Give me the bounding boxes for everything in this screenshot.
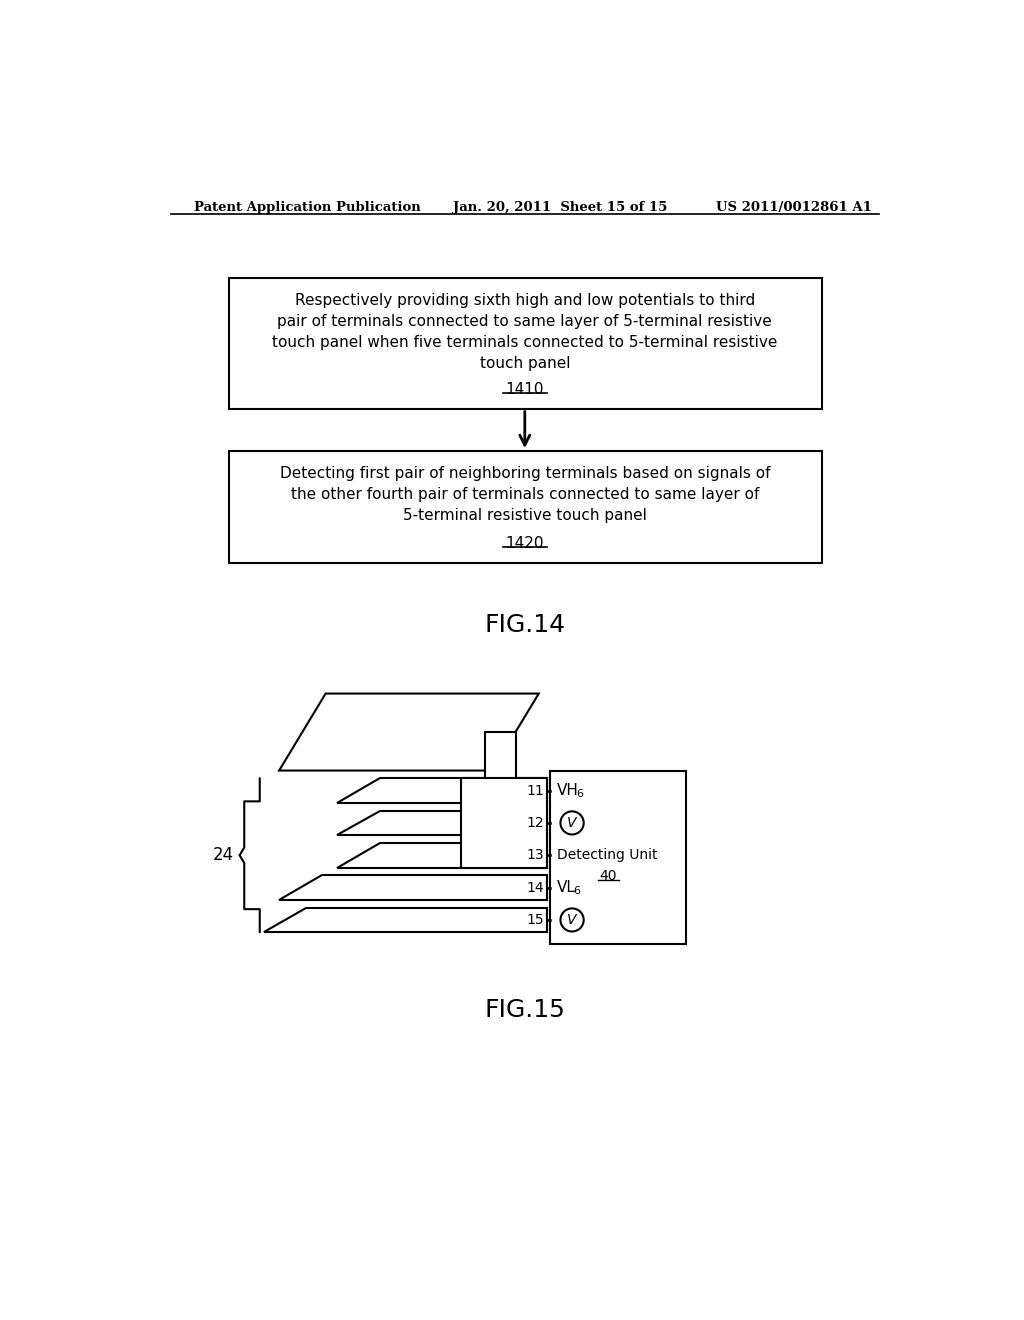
Polygon shape (550, 771, 686, 944)
Text: Patent Application Publication: Patent Application Publication (194, 201, 421, 214)
Polygon shape (337, 779, 547, 803)
Text: 11: 11 (526, 784, 544, 797)
Text: V: V (567, 816, 577, 830)
Text: VL: VL (557, 880, 575, 895)
Polygon shape (337, 810, 547, 836)
Text: FIG.15: FIG.15 (484, 998, 565, 1022)
Circle shape (560, 812, 584, 834)
Polygon shape (337, 843, 547, 867)
Polygon shape (263, 908, 547, 932)
Text: 1420: 1420 (506, 536, 544, 550)
Polygon shape (280, 875, 547, 900)
Text: FIG.14: FIG.14 (484, 612, 565, 636)
Text: 14: 14 (526, 880, 544, 895)
Polygon shape (461, 779, 547, 867)
Circle shape (560, 908, 584, 932)
Text: 40: 40 (600, 869, 617, 883)
Polygon shape (228, 277, 821, 409)
Text: Detecting first pair of neighboring terminals based on signals of
the other four: Detecting first pair of neighboring term… (280, 466, 770, 524)
Polygon shape (484, 733, 515, 797)
Text: 12: 12 (526, 816, 544, 830)
Text: V: V (567, 913, 577, 927)
Text: 6: 6 (573, 886, 581, 896)
Text: Detecting Unit: Detecting Unit (557, 849, 657, 862)
Text: Jan. 20, 2011  Sheet 15 of 15: Jan. 20, 2011 Sheet 15 of 15 (454, 201, 668, 214)
Text: 13: 13 (526, 849, 544, 862)
Polygon shape (228, 451, 821, 562)
Text: Respectively providing sixth high and low potentials to third
pair of terminals : Respectively providing sixth high and lo… (272, 293, 777, 371)
Text: 24: 24 (213, 846, 233, 865)
Text: US 2011/0012861 A1: US 2011/0012861 A1 (716, 201, 872, 214)
Text: 1410: 1410 (506, 381, 544, 397)
Text: 15: 15 (526, 913, 544, 927)
Text: VH: VH (557, 783, 579, 799)
Polygon shape (280, 693, 539, 771)
Text: 6: 6 (577, 788, 584, 799)
